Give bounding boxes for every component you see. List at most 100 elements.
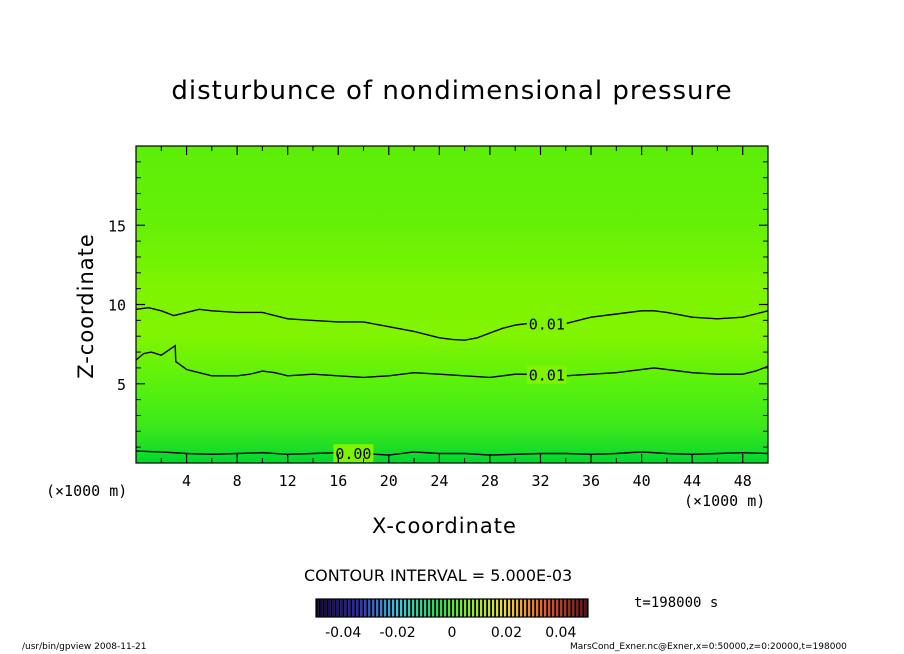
colorbar-cell-53 [528,599,531,617]
colorbar-gap-17 [386,599,388,617]
colorbar-cell-41 [480,599,483,617]
colorbar-tick-label-0: -0.04 [325,625,361,641]
colorbar-gap-11 [362,599,364,617]
y-tick-label-0: 5 [117,376,126,394]
colorbar-gap-33 [450,599,452,617]
colorbar-cell-46 [500,599,503,617]
contour-interval-text: CONTOUR INTERVAL = 5.000E-03 [304,566,573,585]
colorbar-cell-22 [404,599,407,617]
colorbar-gap-15 [378,599,380,617]
colorbar-gap-61 [562,599,564,617]
x-tick-label-10: 44 [683,472,701,490]
colorbar-cell-50 [516,599,519,617]
contour-label-bg-0 [526,314,567,333]
colorbar-gap-66 [582,599,584,617]
colorbar-gap-25 [418,599,420,617]
colorbar-gap-30 [438,599,440,617]
colorbar-cell-6 [340,599,343,617]
colorbar-cell-2 [324,599,327,617]
contour-line-0 [136,306,768,341]
footer-left: /usr/bin/gpview 2008-11-21 [22,642,147,652]
colorbar-cell-43 [488,599,491,617]
contour-label-2: 0.00 [335,445,371,463]
colorbar-cell-64 [572,599,575,617]
colorbar-cell-24 [412,599,415,617]
colorbar-cell-28 [428,599,431,617]
colorbar-cell-14 [372,599,375,617]
colorbar-cell-15 [376,599,379,617]
colorbar-gap-35 [458,599,460,617]
footer-right: MarsCond_Exner.nc@Exner,x=0:50000,z=0:20… [570,642,847,652]
contour-label-0: 0.01 [529,316,565,334]
colorbar-gap-50 [518,599,520,617]
colorbar-gap-8 [350,599,352,617]
colorbar-cell-3 [328,599,331,617]
colorbar-gap-43 [490,599,492,617]
colorbar-cell-30 [436,599,439,617]
colorbar-gap-5 [338,599,340,617]
colorbar-gap-52 [526,599,528,617]
colorbar-gap-29 [434,599,436,617]
colorbar-cell-40 [476,599,479,617]
chart-title: disturbunce of nondimensional pressure [171,76,733,106]
x-tick-label-2: 12 [279,472,297,490]
x-axis-unit: (×1000 m) [684,492,766,510]
colorbar-gap-63 [570,599,572,617]
x-tick-label-1: 8 [233,472,242,490]
colorbar-cell-56 [540,599,543,617]
x-axis-label: X-coordinate [372,514,517,538]
colorbar-gap-6 [342,599,344,617]
colorbar-gap-45 [498,599,500,617]
colorbar-cell-26 [420,599,423,617]
colorbar-cell-60 [556,599,559,617]
y-tick-label-1: 10 [108,297,126,315]
colorbar-gap-31 [442,599,444,617]
x-tick-label-9: 40 [633,472,651,490]
x-tick-label-6: 28 [481,472,499,490]
x-tick-label-4: 20 [380,472,398,490]
colorbar-cell-11 [360,599,363,617]
colorbar-cell-4 [332,599,335,617]
y-axis-unit: (×1000 m) [46,482,128,500]
colorbar-cell-66 [580,599,583,617]
colorbar-gap-23 [410,599,412,617]
colorbar-cell-35 [456,599,459,617]
colorbar-gap-59 [554,599,556,617]
colorbar-gap-2 [326,599,328,617]
colorbar-gap-39 [474,599,476,617]
colorbar-cell-65 [576,599,579,617]
colorbar-cell-31 [440,599,443,617]
colorbar-cell-12 [364,599,367,617]
colorbar-gap-37 [466,599,468,617]
colorbar-cell-63 [568,599,571,617]
colorbar-gap-13 [370,599,372,617]
colorbar-cell-49 [512,599,515,617]
colorbar-gap-44 [494,599,496,617]
colorbar-gap-60 [558,599,560,617]
colorbar-cell-51 [520,599,523,617]
colorbar-tick-label-2: 0 [448,625,457,641]
x-tick-label-7: 32 [531,472,549,490]
colorbar-gap-34 [454,599,456,617]
colorbar-gap-57 [546,599,548,617]
colorbar-cell-67 [584,599,587,617]
colorbar-gap-62 [566,599,568,617]
contour-label-1: 0.01 [529,367,565,385]
colorbar-cell-23 [408,599,411,617]
colorbar-gap-42 [486,599,488,617]
colorbar-cell-42 [484,599,487,617]
x-tick-label-5: 24 [430,472,448,490]
colorbar-cell-29 [432,599,435,617]
colorbar-gap-24 [414,599,416,617]
colorbar-gap-10 [358,599,360,617]
colorbar-gap-27 [426,599,428,617]
colorbar-gap-19 [394,599,396,617]
colorbar-frame [315,598,589,618]
colorbar-cell-36 [460,599,463,617]
colorbar-cell-19 [392,599,395,617]
time-text: t=198000 s [634,595,719,611]
contour-label-bg-1 [526,365,567,384]
contour-label-bg-2 [333,444,374,463]
colorbar-cell-10 [356,599,359,617]
colorbar-gap-7 [346,599,348,617]
